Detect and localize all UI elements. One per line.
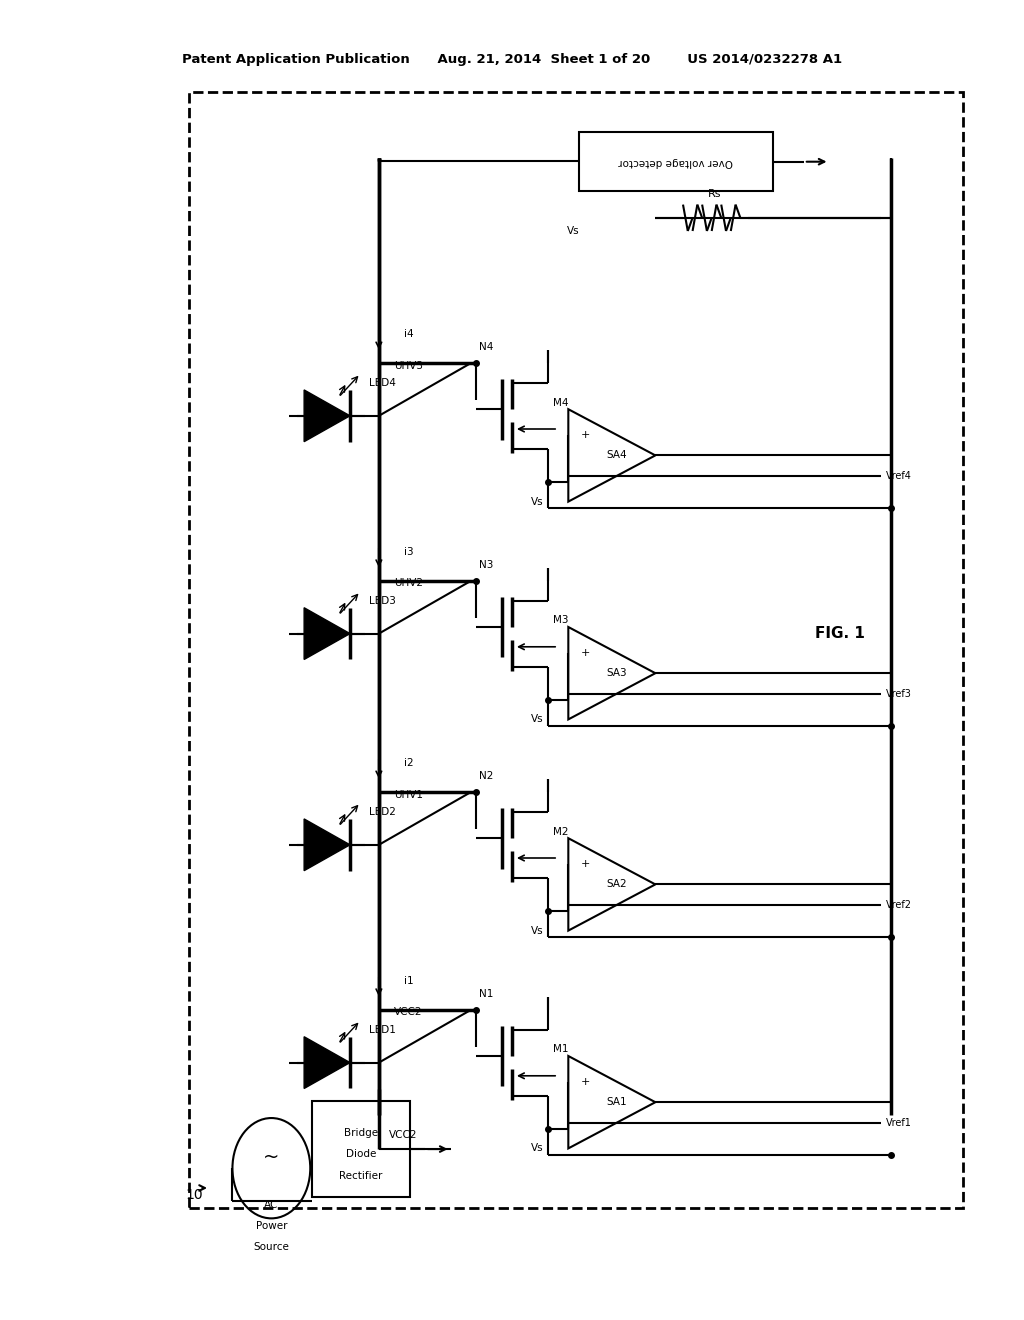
Text: i2: i2 — [404, 758, 414, 768]
Polygon shape — [304, 1036, 350, 1089]
Text: FIG. 1: FIG. 1 — [815, 626, 864, 642]
Text: +: + — [581, 859, 591, 869]
Text: LED1: LED1 — [369, 1024, 395, 1035]
Text: AC: AC — [264, 1200, 279, 1210]
Text: Vs: Vs — [531, 496, 544, 507]
Text: SA3: SA3 — [606, 668, 627, 678]
Polygon shape — [304, 389, 350, 442]
Text: Vs: Vs — [567, 226, 580, 236]
Text: Power: Power — [256, 1221, 287, 1232]
Text: -: - — [584, 900, 588, 909]
Text: Source: Source — [253, 1242, 290, 1253]
Text: UHV3: UHV3 — [394, 360, 423, 371]
Text: +: + — [581, 1077, 591, 1086]
Text: Patent Application Publication      Aug. 21, 2014  Sheet 1 of 20        US 2014/: Patent Application Publication Aug. 21, … — [182, 53, 842, 66]
Text: N4: N4 — [479, 342, 494, 352]
Text: i3: i3 — [404, 546, 414, 557]
Text: N3: N3 — [479, 560, 494, 570]
Text: VCC2: VCC2 — [394, 1007, 423, 1018]
Text: N1: N1 — [479, 989, 494, 999]
Text: +: + — [581, 430, 591, 440]
Text: SA2: SA2 — [606, 879, 627, 890]
Text: -: - — [584, 471, 588, 480]
Text: Rs: Rs — [708, 189, 722, 199]
Text: UHV1: UHV1 — [394, 789, 423, 800]
Text: LED4: LED4 — [369, 378, 395, 388]
Text: Bridge: Bridge — [344, 1127, 378, 1138]
Text: +: + — [581, 648, 591, 657]
Text: Vs: Vs — [531, 925, 544, 936]
Text: i1: i1 — [404, 975, 414, 986]
Text: Vref2: Vref2 — [886, 900, 911, 909]
Text: LED2: LED2 — [369, 807, 395, 817]
Text: Vs: Vs — [531, 714, 544, 725]
Text: Over voltage detector: Over voltage detector — [618, 157, 733, 166]
Bar — [189, 92, 963, 1208]
Text: Vref1: Vref1 — [886, 1118, 911, 1127]
Text: Rectifier: Rectifier — [339, 1171, 383, 1181]
Text: LED3: LED3 — [369, 595, 395, 606]
Text: M4: M4 — [553, 397, 568, 408]
Text: -: - — [584, 689, 588, 698]
Text: -: - — [584, 1118, 588, 1127]
Text: Vs: Vs — [531, 1143, 544, 1154]
Text: M1: M1 — [553, 1044, 568, 1055]
Text: VCC2: VCC2 — [389, 1130, 418, 1140]
Text: Vref4: Vref4 — [886, 471, 911, 480]
Text: Diode: Diode — [346, 1148, 376, 1159]
Text: N2: N2 — [479, 771, 494, 781]
Polygon shape — [304, 818, 350, 871]
Polygon shape — [304, 607, 350, 660]
Text: Vref3: Vref3 — [886, 689, 911, 698]
Bar — [312, 1101, 410, 1197]
Text: M3: M3 — [553, 615, 568, 626]
Text: UHV2: UHV2 — [394, 578, 423, 589]
Text: M2: M2 — [553, 826, 568, 837]
Text: SA4: SA4 — [606, 450, 627, 461]
Bar — [579, 132, 773, 191]
Text: SA1: SA1 — [606, 1097, 627, 1107]
Text: 10: 10 — [185, 1188, 204, 1201]
Text: ~: ~ — [263, 1148, 280, 1167]
Text: i4: i4 — [404, 329, 414, 339]
